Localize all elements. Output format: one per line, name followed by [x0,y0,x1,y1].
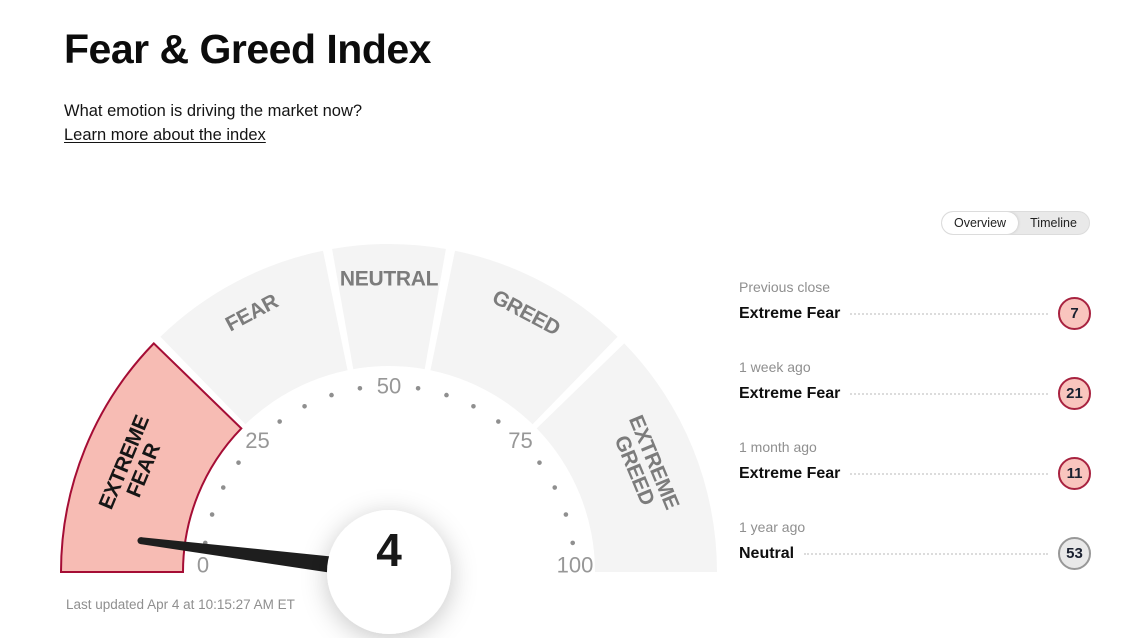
tab-timeline[interactable]: Timeline [1018,212,1089,234]
gauge-dot-tick [302,403,307,409]
gauge-axis-number: 100 [557,553,594,578]
gauge-dot-tick [552,485,558,490]
dotted-leader [804,552,1048,555]
gauge-segment-label-neutral: NEUTRAL [340,268,439,291]
gauge-center-disc [327,510,451,634]
history-row: 1 month ago Extreme Fear 11 [739,439,1091,490]
gauge-dot-tick [357,385,363,391]
fear-greed-gauge: EXTREMEFEAR FEAR NEUTRAL GREED EXTREMEGREED 0… [54,238,724,638]
gauge-dot-tick [277,419,282,424]
gauge-dot-tick [220,485,226,490]
gauge-segment-neutral [332,243,446,370]
learn-more-link[interactable]: Learn more about the index [64,126,266,144]
tab-overview[interactable]: Overview [942,212,1019,234]
history-value-badge: 21 [1058,377,1091,410]
gauge-dot-tick [415,385,421,391]
dotted-leader [850,312,1048,315]
history-rating: Extreme Fear [739,304,841,322]
history-row: 1 week ago Extreme Fear 21 [739,359,1091,410]
gauge-axis-number: 75 [508,428,532,453]
history-period: 1 week ago [739,359,811,375]
page-subtitle: What emotion is driving the market now? [64,102,363,120]
gauge-dot-tick [444,392,449,398]
history-period: 1 month ago [739,439,817,455]
gauge-axis-number: 0 [197,553,209,578]
view-toggle: Overview Timeline [941,211,1090,235]
gauge-dot-tick [570,540,576,546]
gauge-svg: EXTREMEFEARFEARNEUTRALGREEDEXTREMEGREED0… [59,243,717,634]
history-period: Previous close [739,279,831,295]
gauge-needle [140,537,371,579]
gauge-segment-greed [430,250,618,425]
history-rating: Neutral [739,544,795,562]
last-updated-text: Last updated Apr 4 at 10:15:27 AM ET [66,597,295,612]
gauge-segment-extreme-greed [536,343,717,572]
gauge-axis-number: 25 [245,428,269,453]
dotted-leader [850,392,1048,395]
gauge-axis-number: 50 [377,374,401,399]
history-rating: Extreme Fear [739,464,841,482]
gauge-dot-tick [563,512,569,517]
history-rating: Extreme Fear [739,384,841,402]
gauge-needle-tip [137,537,145,545]
history-value-badge: 11 [1058,457,1091,490]
page-title: Fear & Greed Index [64,26,431,72]
history-value-badge: 53 [1058,537,1091,570]
history-row: Previous close Extreme Fear 7 [739,279,1091,330]
gauge-value: 4 [376,524,402,576]
dotted-leader [850,472,1048,475]
gauge-segment-extreme-fear [59,341,243,573]
gauge-dot-tick [236,460,241,465]
gauge-dot-tick [537,460,542,465]
gauge-dot-tick [471,403,476,409]
gauge-dot-tick [209,512,215,517]
gauge-segment-fear [160,250,348,425]
history-value-badge: 7 [1058,297,1091,330]
history-row: 1 year ago Neutral 53 [739,519,1091,570]
gauge-dot-tick [329,392,334,398]
gauge-dot-tick [496,419,501,424]
history-period: 1 year ago [739,519,806,535]
